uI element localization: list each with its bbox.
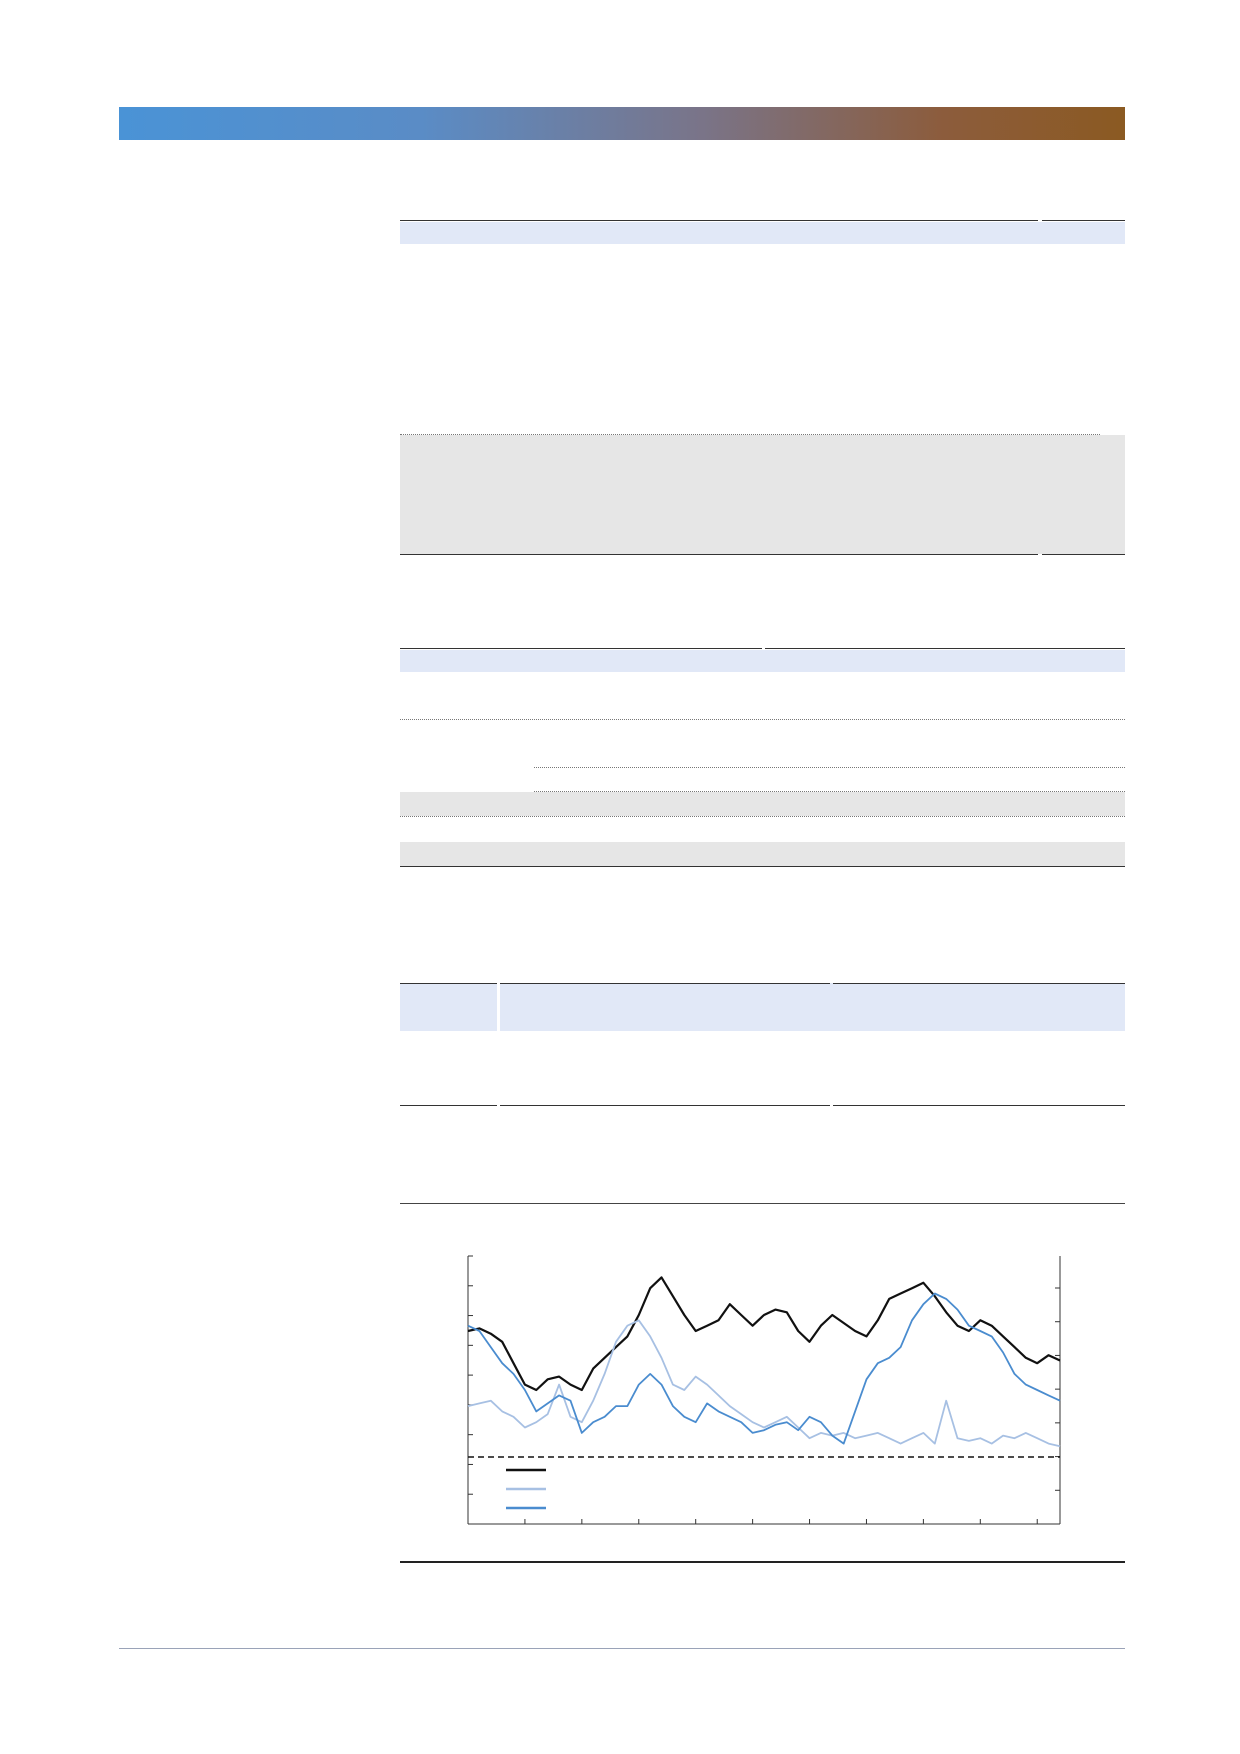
footer-rule bbox=[119, 1648, 1125, 1649]
table-2 bbox=[400, 648, 1125, 868]
table-3-header-cell-left bbox=[400, 983, 497, 1031]
table-2-top-rule bbox=[400, 648, 762, 649]
header-accent-band bbox=[119, 107, 1125, 140]
table-3-header-rule-mid bbox=[500, 983, 830, 984]
table-1-bottom-rule-right bbox=[1042, 554, 1125, 555]
series-line-1 bbox=[467, 1276, 1061, 1392]
table-2-bottom-rule bbox=[400, 866, 1125, 867]
table-2-subtotal-row bbox=[400, 792, 1125, 816]
table-1-total-row bbox=[400, 435, 1125, 554]
table-3-header-rule bbox=[400, 983, 497, 984]
series-line-2 bbox=[467, 1319, 1061, 1448]
table-1-top-rule bbox=[400, 220, 1038, 221]
table-2-top-rule-right bbox=[765, 648, 1125, 649]
table-3-header-rule-right bbox=[833, 983, 1125, 984]
table-3-header-cell-right bbox=[500, 983, 1125, 1031]
table-1 bbox=[400, 220, 1125, 556]
line-chart bbox=[467, 1255, 1061, 1525]
table-1-top-rule-right bbox=[1042, 220, 1125, 221]
table-3-bottom-rule bbox=[400, 1203, 1125, 1204]
table-2-header-row bbox=[400, 650, 1125, 672]
chart-bottom-rule bbox=[400, 1561, 1125, 1563]
table-2-row-divider-2 bbox=[534, 767, 1125, 768]
table-2-row-divider-1 bbox=[400, 719, 1125, 720]
table-2-total-row bbox=[400, 842, 1125, 866]
table-2-row-divider-3 bbox=[534, 791, 1125, 792]
table-3-mid-rule-mid bbox=[500, 1105, 830, 1106]
table-3-mid-rule bbox=[400, 1105, 497, 1106]
table-1-header-row bbox=[400, 222, 1125, 244]
table-1-section-divider bbox=[400, 434, 1100, 435]
table-3-mid-rule-right bbox=[833, 1105, 1125, 1106]
series-line-3 bbox=[467, 1292, 1061, 1445]
table-3 bbox=[400, 983, 1125, 1205]
table-1-bottom-rule bbox=[400, 554, 1038, 555]
table-2-row-divider-4 bbox=[400, 816, 1125, 817]
